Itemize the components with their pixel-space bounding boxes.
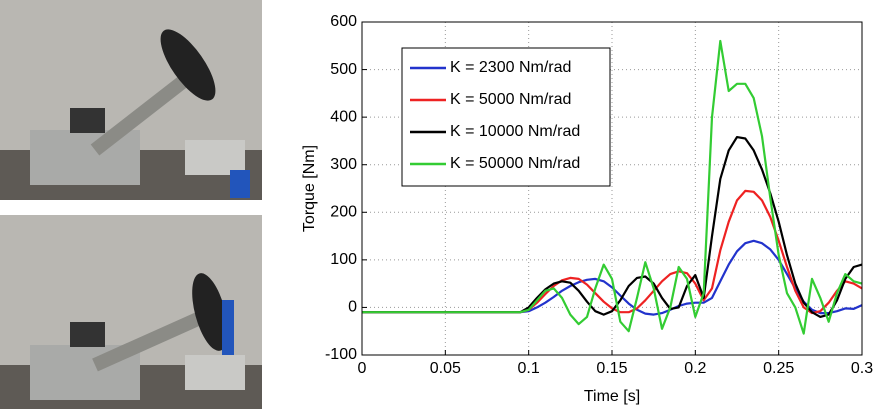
legend-label: K = 50000 Nm/rad	[450, 155, 580, 172]
chart: 0 0.05 0.1 0.15 0.2 0.25 0.3-10001002003004005…	[301, 13, 873, 405]
y-tick-label: -100	[325, 346, 357, 363]
y-tick-label: 0	[348, 299, 357, 316]
y-axis-label: Torque [Nm]	[301, 145, 318, 232]
x-tick-label: 0.25	[763, 360, 794, 377]
legend-label: K = 10000 Nm/rad	[450, 123, 580, 140]
y-tick-label: 600	[330, 13, 357, 30]
y-tick-label: 300	[330, 156, 357, 173]
x-axis-label: Time [s]	[584, 388, 640, 405]
x-tick-label: 0.15	[596, 360, 627, 377]
plot-frame	[361, 21, 863, 356]
y-tick-label: 400	[330, 108, 357, 125]
y-tick-label: 200	[330, 204, 357, 221]
y-tick-label: 100	[330, 251, 357, 268]
series-line	[362, 39, 863, 335]
x-tick-label: 0.1	[518, 360, 540, 377]
x-tick-label: 0	[358, 360, 367, 377]
photo-top	[0, 0, 262, 200]
legend-label: K = 2300 Nm/rad	[450, 59, 571, 76]
x-tick-label: 0.2	[684, 360, 706, 377]
x-tick-label: 0.3	[851, 360, 873, 377]
y-tick-label: 500	[330, 61, 357, 78]
photo-bottom	[0, 215, 262, 409]
legend-label: K = 5000 Nm/rad	[450, 91, 571, 108]
x-tick-label: 0.05	[430, 360, 461, 377]
